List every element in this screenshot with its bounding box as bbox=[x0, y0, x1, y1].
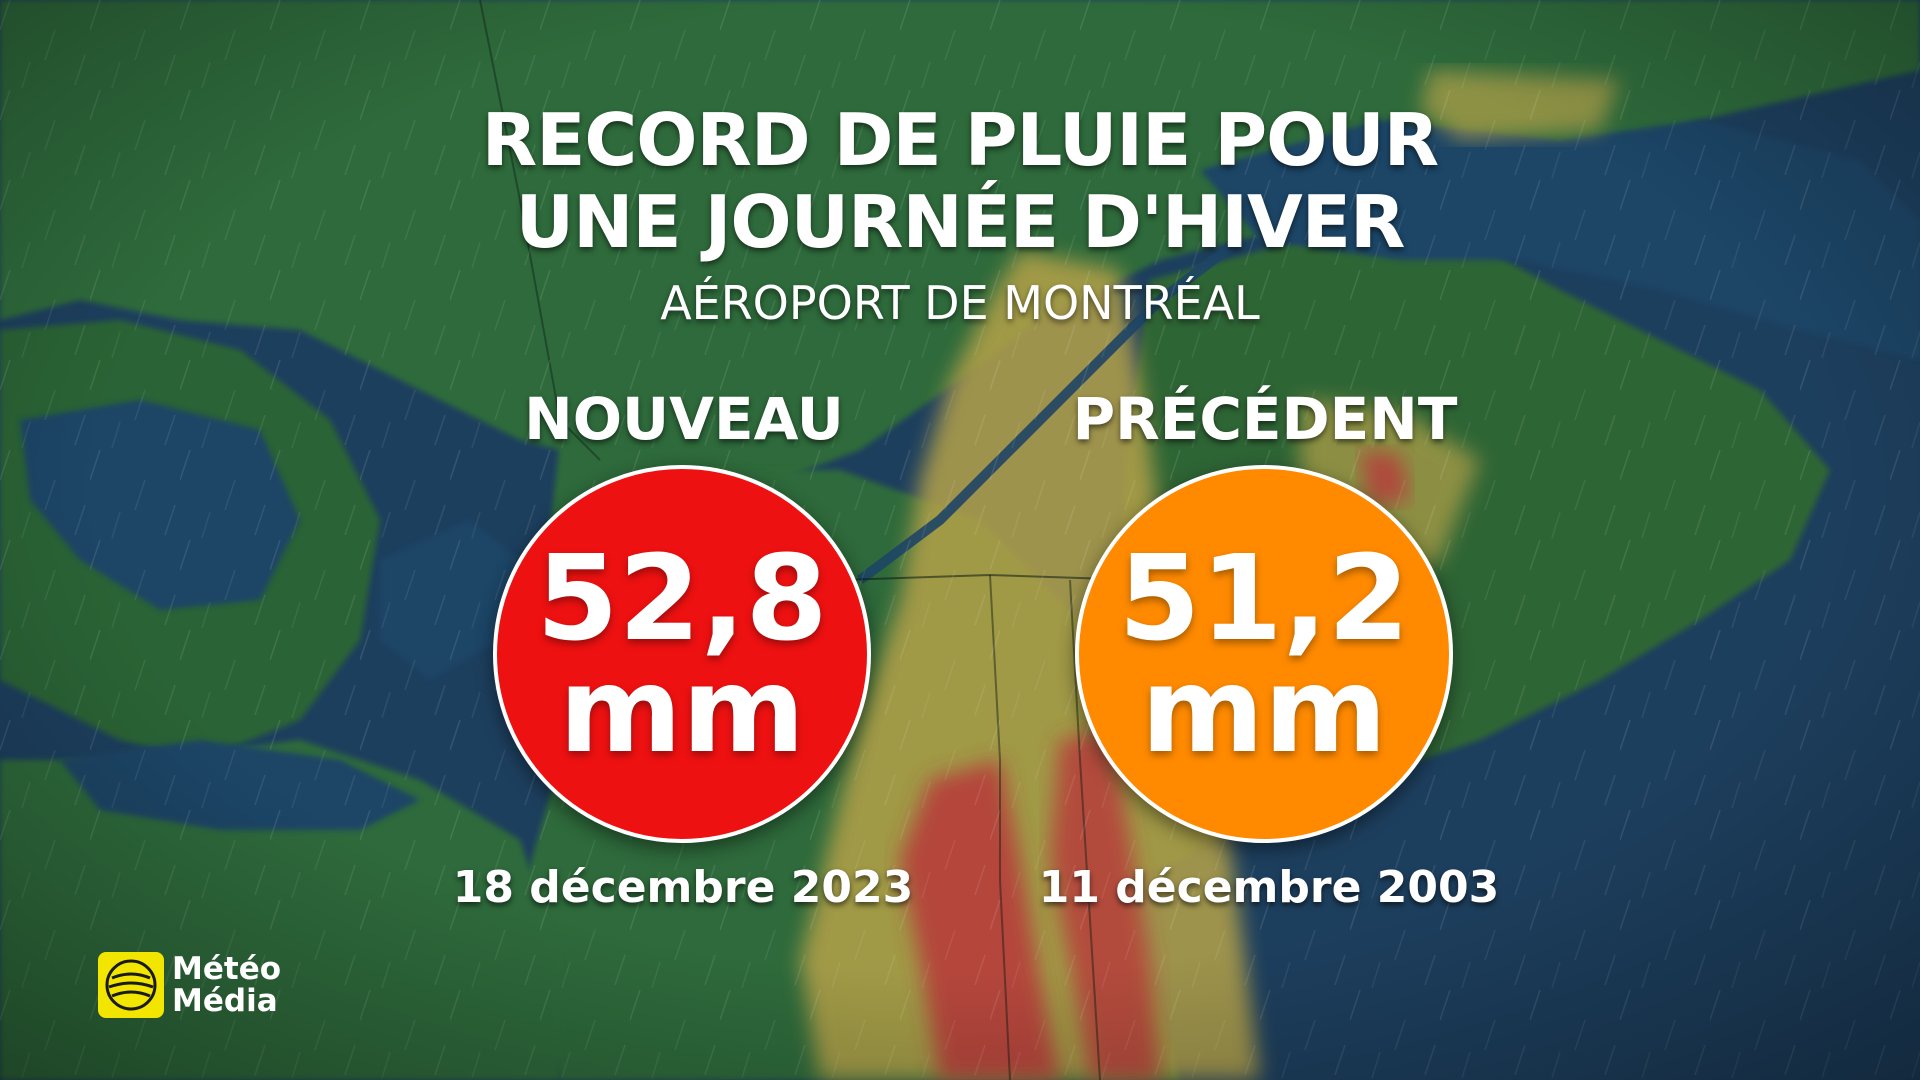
previous-record-unit: mm bbox=[1141, 641, 1387, 779]
previous-record-value: 51,2 bbox=[1118, 529, 1410, 667]
brand-line-1: Météo bbox=[172, 951, 282, 987]
new-record-label: NOUVEAU bbox=[524, 385, 844, 453]
meteomedia-globe-icon bbox=[98, 952, 164, 1018]
previous-record-circle: 51,2 mm bbox=[1075, 465, 1453, 843]
title-line-1: RECORD DE PLUIE POUR bbox=[481, 98, 1439, 182]
previous-record-date: 11 décembre 2003 bbox=[1038, 862, 1500, 913]
new-record-circle: 52,8 mm bbox=[493, 465, 871, 843]
subtitle: AÉROPORT DE MONTRÉAL bbox=[660, 276, 1260, 330]
title-line-2: UNE JOURNÉE D'HIVER bbox=[515, 180, 1406, 264]
meteomedia-logo: Météo Média bbox=[98, 952, 281, 1018]
previous-record-label: PRÉCÉDENT bbox=[1072, 385, 1458, 453]
brand-line-2: Média bbox=[172, 983, 278, 1019]
new-record-value: 52,8 bbox=[536, 529, 828, 667]
new-record-date: 18 décembre 2023 bbox=[452, 862, 914, 913]
new-record-unit: mm bbox=[559, 641, 805, 779]
